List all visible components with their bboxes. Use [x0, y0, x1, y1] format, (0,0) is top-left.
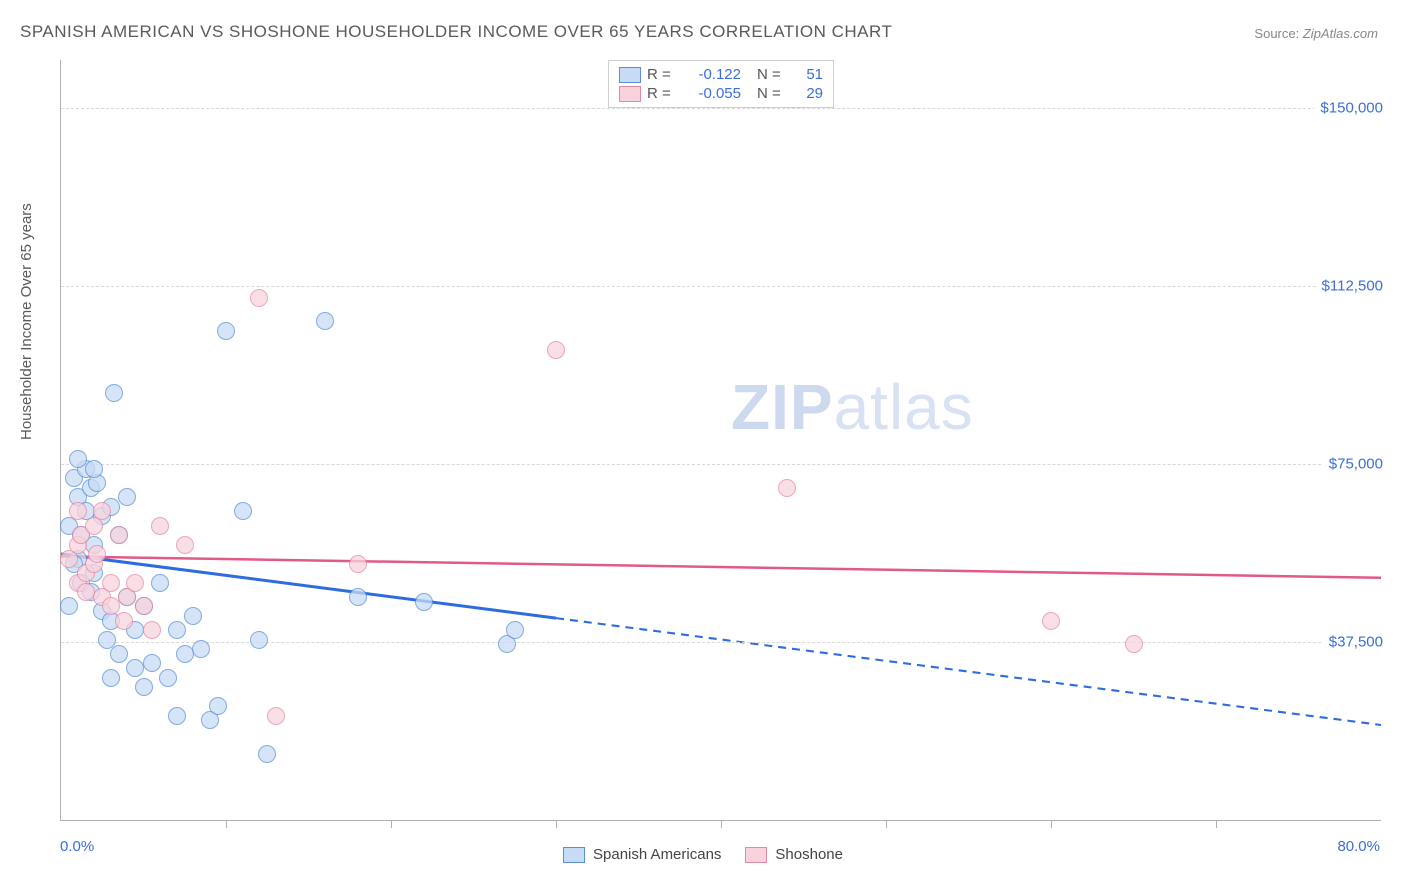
x-tick	[556, 820, 557, 828]
data-point	[85, 460, 103, 478]
source-label: Source:	[1254, 26, 1299, 41]
data-point	[168, 707, 186, 725]
data-point	[118, 488, 136, 506]
x-tick	[1216, 820, 1217, 828]
data-point	[506, 621, 524, 639]
data-point	[176, 536, 194, 554]
series-legend-item: Spanish Americans	[563, 846, 721, 863]
data-point	[69, 502, 87, 520]
data-point	[126, 574, 144, 592]
data-point	[415, 593, 433, 611]
correlation-legend-row: R = -0.055 N = 29	[619, 84, 823, 103]
data-point	[168, 621, 186, 639]
data-point	[126, 659, 144, 677]
data-point	[135, 597, 153, 615]
data-point	[102, 669, 120, 687]
n-value: 29	[793, 85, 823, 102]
data-point	[77, 583, 95, 601]
data-point	[217, 322, 235, 340]
data-point	[102, 574, 120, 592]
data-point	[250, 631, 268, 649]
data-point	[93, 502, 111, 520]
y-tick-label: $37,500	[1323, 633, 1383, 650]
trend-line-solid	[61, 556, 1381, 577]
series-legend-item: Shoshone	[745, 846, 843, 863]
series-legend-label: Spanish Americans	[593, 846, 721, 863]
data-point	[234, 502, 252, 520]
data-point	[110, 645, 128, 663]
data-point	[151, 517, 169, 535]
data-point	[349, 588, 367, 606]
data-point	[547, 341, 565, 359]
series-legend: Spanish Americans Shoshone	[563, 846, 843, 863]
legend-swatch	[745, 847, 767, 863]
chart-title: SPANISH AMERICAN VS SHOSHONE HOUSEHOLDER…	[20, 22, 892, 42]
data-point	[143, 654, 161, 672]
data-point	[258, 745, 276, 763]
y-axis-title: Householder Income Over 65 years	[18, 203, 35, 440]
legend-swatch	[619, 86, 641, 102]
y-tick-label: $75,000	[1323, 455, 1383, 472]
n-value: 51	[793, 66, 823, 83]
data-point	[778, 479, 796, 497]
x-tick	[886, 820, 887, 828]
x-axis-min-label: 0.0%	[60, 838, 94, 855]
data-point	[110, 526, 128, 544]
data-point	[151, 574, 169, 592]
data-point	[209, 697, 227, 715]
gridline	[61, 464, 1381, 465]
data-point	[316, 312, 334, 330]
source-attribution: Source: ZipAtlas.com	[1254, 26, 1378, 41]
legend-swatch	[563, 847, 585, 863]
watermark-atlas: atlas	[834, 371, 974, 443]
data-point	[159, 669, 177, 687]
n-label: N =	[757, 85, 787, 102]
correlation-legend-row: R = -0.122 N = 51	[619, 65, 823, 84]
data-point	[349, 555, 367, 573]
y-tick-label: $150,000	[1314, 99, 1383, 116]
source-value: ZipAtlas.com	[1303, 26, 1378, 41]
x-tick	[1051, 820, 1052, 828]
r-value: -0.122	[683, 66, 741, 83]
r-label: R =	[647, 85, 677, 102]
watermark-zip: ZIP	[731, 371, 834, 443]
data-point	[115, 612, 133, 630]
trend-lines-layer	[61, 60, 1381, 820]
data-point	[1042, 612, 1060, 630]
legend-swatch	[619, 67, 641, 83]
chart-plot-area: ZIPatlas R = -0.122 N = 51 R = -0.055 N = 29 $3…	[60, 60, 1381, 821]
data-point	[88, 545, 106, 563]
data-point	[69, 450, 87, 468]
data-point	[250, 289, 268, 307]
data-point	[135, 678, 153, 696]
x-tick	[391, 820, 392, 828]
watermark: ZIPatlas	[731, 370, 974, 444]
x-axis-max-label: 80.0%	[1337, 838, 1380, 855]
data-point	[267, 707, 285, 725]
data-point	[176, 645, 194, 663]
data-point	[1125, 635, 1143, 653]
correlation-legend: R = -0.122 N = 51 R = -0.055 N = 29	[608, 60, 834, 108]
data-point	[102, 597, 120, 615]
r-value: -0.055	[683, 85, 741, 102]
n-label: N =	[757, 66, 787, 83]
y-tick-label: $112,500	[1316, 277, 1383, 294]
data-point	[143, 621, 161, 639]
data-point	[60, 597, 78, 615]
r-label: R =	[647, 66, 677, 83]
data-point	[184, 607, 202, 625]
gridline	[61, 286, 1381, 287]
x-tick	[226, 820, 227, 828]
data-point	[105, 384, 123, 402]
data-point	[192, 640, 210, 658]
x-tick	[721, 820, 722, 828]
gridline	[61, 108, 1381, 109]
trend-line-dashed	[556, 618, 1381, 725]
series-legend-label: Shoshone	[775, 846, 843, 863]
